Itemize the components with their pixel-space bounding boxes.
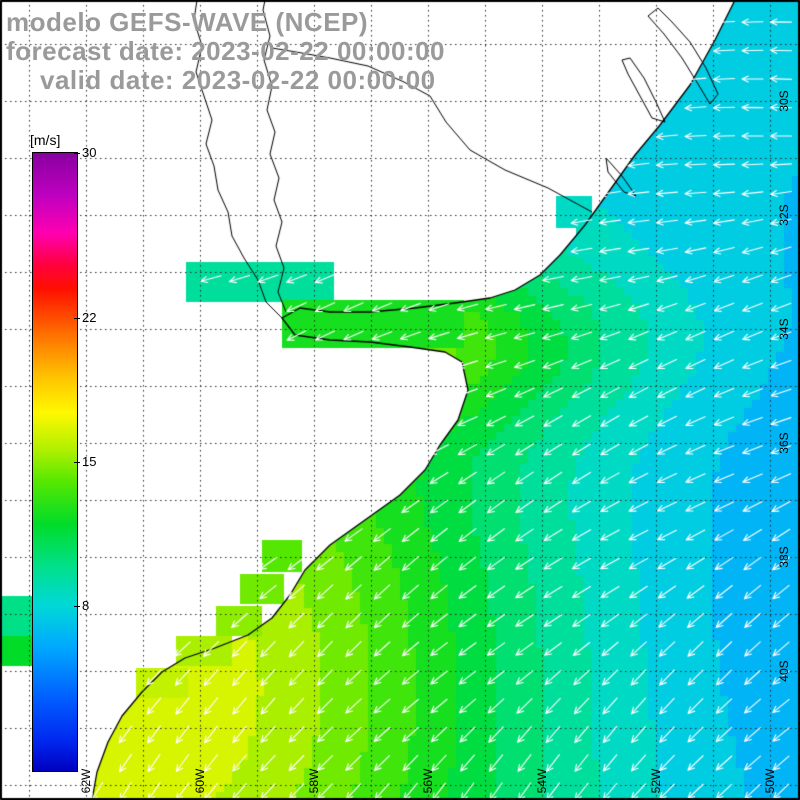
forecast-date-line: forecast date: 2023-02-22 00:00:00 bbox=[6, 36, 446, 66]
colorbar: [m/s] 30 22 15 8 bbox=[30, 132, 96, 772]
colorbar-tick-label: 22 bbox=[73, 309, 97, 325]
header-block: modelo GEFS-WAVE (NCEP) forecast date: 2… bbox=[6, 8, 445, 95]
colorbar-gradient bbox=[32, 152, 78, 772]
model-title: modelo GEFS-WAVE (NCEP) bbox=[6, 7, 369, 37]
colorbar-unit-label: [m/s] bbox=[30, 132, 61, 148]
colorbar-tick-label: 30 bbox=[73, 145, 97, 160]
colorbar-tick-label: 8 bbox=[73, 598, 90, 614]
colorbar-ticks: 30 22 15 8 bbox=[73, 145, 116, 772]
valid-date-line: valid date: 2023-02-22 00:00:00 bbox=[40, 65, 436, 95]
colorbar-tick-label: 15 bbox=[73, 454, 97, 469]
